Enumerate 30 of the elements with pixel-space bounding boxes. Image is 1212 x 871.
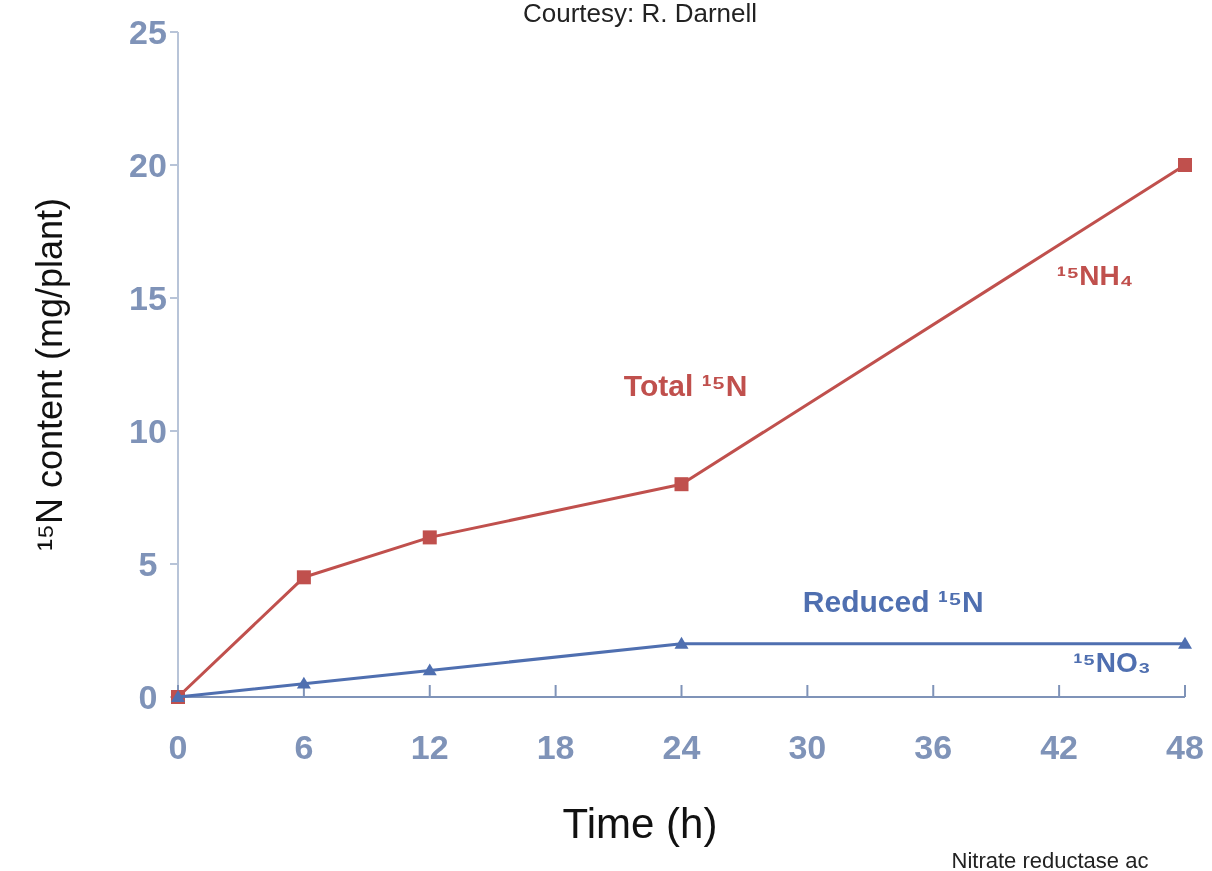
y-tick-label: 5 <box>138 545 158 583</box>
x-axis-title: Time (h) <box>562 800 718 847</box>
series-label: Reduced ¹⁵N <box>802 584 984 618</box>
x-tick-label: 36 <box>914 728 953 766</box>
x-tick-label: 18 <box>536 728 575 766</box>
point <box>1178 636 1192 649</box>
point <box>422 663 437 676</box>
point <box>296 570 311 585</box>
point <box>674 636 689 649</box>
y-tick-label: 0 <box>138 678 158 716</box>
text: Courtesy: R. Darnell <box>522 0 758 28</box>
y-axis-title: ¹⁵N content (mg/plant) <box>29 197 70 552</box>
series-label: Total ¹⁵N <box>623 368 748 402</box>
annotation: ¹⁵NH₄ <box>1056 260 1134 291</box>
y-tick-label: 10 <box>129 412 167 450</box>
x-tick-label: 24 <box>662 728 701 766</box>
y-tick-label: 25 <box>129 13 167 51</box>
point <box>422 530 437 545</box>
point <box>674 477 689 492</box>
text: Nitrate reductase ac <box>951 848 1149 871</box>
x-tick-label: 30 <box>788 728 827 766</box>
x-tick-label: 6 <box>294 728 314 766</box>
y-tick-label: 15 <box>129 279 167 317</box>
point <box>1178 158 1192 172</box>
x-tick-label: 42 <box>1040 728 1079 766</box>
x-tick-label: 48 <box>1166 728 1204 766</box>
annotation: ¹⁵NO₃ <box>1073 647 1151 678</box>
point <box>296 676 311 689</box>
x-tick-label: 12 <box>410 728 449 766</box>
y-tick-label: 20 <box>129 146 167 184</box>
